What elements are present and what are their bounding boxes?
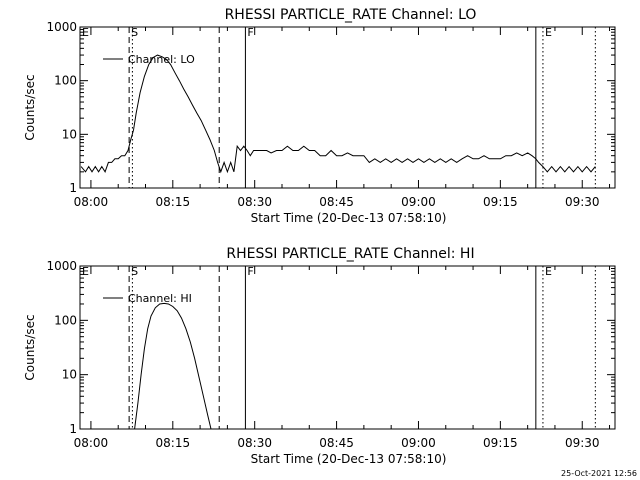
series-line [80, 54, 596, 174]
y-tick-label: 100 [54, 313, 77, 327]
event-marker-label: S [131, 26, 138, 39]
x-tick-label: 08:45 [319, 436, 354, 450]
x-tick-label: 08:00 [74, 436, 109, 450]
event-marker-label: E [545, 265, 552, 278]
y-tick-label: 1 [69, 181, 77, 195]
chart-title: RHESSI PARTICLE_RATE Channel: HI [226, 246, 474, 262]
y-tick-label: 10 [62, 127, 77, 141]
event-marker-label: F [247, 265, 253, 278]
y-tick-label: 100 [54, 74, 77, 88]
x-tick-label: 08:15 [156, 436, 191, 450]
plot-frame [79, 26, 616, 189]
y-tick-label: 1 [69, 422, 77, 436]
event-marker-label: E [82, 265, 89, 278]
x-tick-label: 08:00 [74, 195, 109, 209]
plot-frame [79, 265, 616, 430]
y-axis-label: Counts/sec [23, 74, 37, 140]
x-tick-label: 09:30 [565, 436, 600, 450]
x-tick-label: 08:30 [237, 436, 272, 450]
x-tick-label: 08:15 [156, 195, 191, 209]
x-tick-label: 08:45 [319, 195, 354, 209]
y-axis-label: Counts/sec [23, 314, 37, 380]
y-tick-label: 10 [62, 368, 77, 382]
event-marker-label: F [247, 26, 253, 39]
event-marker-label: E [82, 26, 89, 39]
x-tick-label: 09:15 [483, 436, 518, 450]
x-axis-label: Start Time (20-Dec-13 07:58:10) [251, 211, 447, 225]
legend-label: Channel: HI [128, 292, 192, 305]
y-tick-label: 1000 [46, 20, 77, 34]
x-tick-label: 09:00 [401, 436, 436, 450]
legend-label: Channel: LO [128, 53, 195, 66]
footer-timestamp: 25-Oct-2021 12:56 [561, 469, 637, 478]
event-marker-label: S [131, 265, 138, 278]
event-marker-label: E [545, 26, 552, 39]
x-axis-label: Start Time (20-Dec-13 07:58:10) [251, 452, 447, 466]
x-tick-label: 09:00 [401, 195, 436, 209]
series-line [134, 302, 212, 430]
x-tick-label: 08:30 [237, 195, 272, 209]
x-tick-label: 09:15 [483, 195, 518, 209]
x-tick-label: 09:30 [565, 195, 600, 209]
y-tick-label: 1000 [46, 259, 77, 273]
chart-title: RHESSI PARTICLE_RATE Channel: LO [225, 7, 477, 23]
